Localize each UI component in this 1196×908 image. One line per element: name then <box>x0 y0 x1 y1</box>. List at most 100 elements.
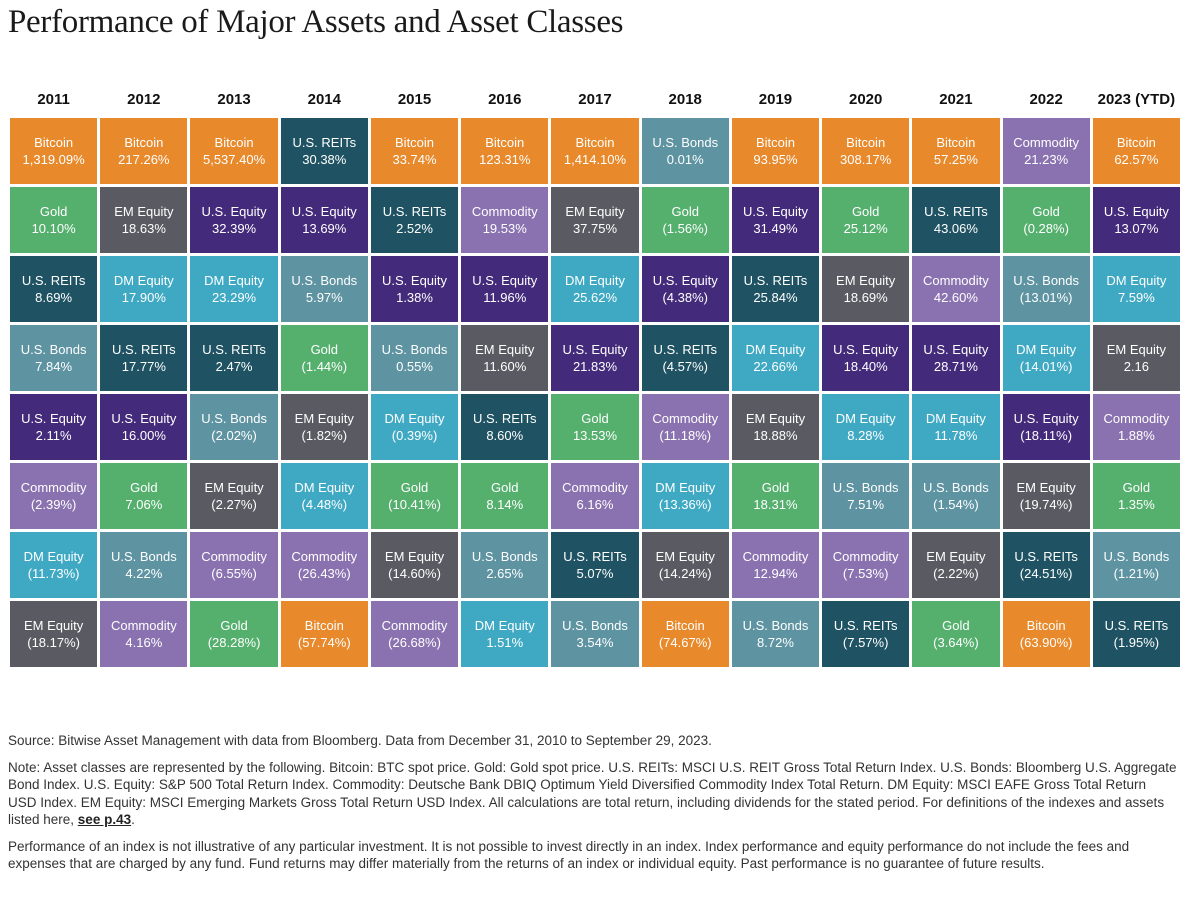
return-cell: U.S. Equity 21.83% <box>551 325 639 391</box>
year-label: 2014 <box>307 91 341 108</box>
return-cell: U.S. REITs 17.77% <box>100 325 188 391</box>
return-value: 2.16 <box>1123 359 1150 374</box>
return-cell: Bitcoin 5,537.40% <box>190 118 278 184</box>
asset-label: U.S. REITs <box>1014 549 1078 564</box>
return-cell: U.S. Bonds (13.01%) <box>1002 256 1090 322</box>
asset-label: U.S. Bonds <box>923 480 989 495</box>
return-value: 11.78% <box>934 428 978 443</box>
return-value: 21.83% <box>572 359 618 374</box>
return-cell: EM Equity 18.63% <box>100 187 188 253</box>
asset-label: DM Equity <box>925 411 986 426</box>
asset-label: EM Equity <box>1106 342 1166 357</box>
see-page-link[interactable]: see p.43 <box>77 812 132 827</box>
return-value: (26.43%) <box>297 566 351 581</box>
return-value: 18.88% <box>753 428 798 443</box>
return-cell: U.S. REITs 43.06% <box>912 187 1000 253</box>
asset-label: U.S. Bonds <box>471 549 538 564</box>
return-value: (3.64%) <box>933 635 979 650</box>
return-value: 11.96% <box>483 290 527 305</box>
return-value: (13.36%) <box>658 497 712 512</box>
return-cell: DM Equity 7.59% <box>1092 256 1180 322</box>
return-cell: Gold (0.28%) <box>1002 187 1090 253</box>
asset-label: U.S. Equity <box>923 342 989 357</box>
return-cell: Commodity 6.16% <box>551 463 639 529</box>
footnotes: Source: Bitwise Asset Management with da… <box>8 732 1178 882</box>
return-value: 8.14% <box>486 497 524 512</box>
return-value: (1.56%) <box>662 221 708 236</box>
return-cell: DM Equity 8.28% <box>822 394 910 460</box>
asset-label: U.S. Equity <box>562 342 628 357</box>
return-value: (1.95%) <box>1113 635 1160 650</box>
year-label: 2022 <box>1029 91 1063 108</box>
year-label: 2023 (YTD) <box>1097 91 1176 108</box>
asset-label: U.S. Bonds <box>832 480 899 495</box>
return-value: 25.84% <box>753 290 798 305</box>
return-value: (2.27%) <box>211 497 257 512</box>
return-cell: Bitcoin 308.17% <box>822 118 910 184</box>
asset-label: U.S. Bonds <box>201 411 267 426</box>
asset-label: U.S. Equity <box>382 273 448 288</box>
note-text: Note: Asset classes are represented by t… <box>8 759 1177 828</box>
return-value: 23.29% <box>212 290 257 305</box>
return-cell: Bitcoin (63.90%) <box>1002 601 1090 667</box>
return-value: (26.68%) <box>388 635 441 650</box>
return-value: 7.59% <box>1117 290 1155 305</box>
return-cell: U.S. REITs 5.07% <box>551 532 639 598</box>
asset-label: Commodity <box>381 618 448 633</box>
return-cell: Gold (1.44%) <box>280 325 368 391</box>
return-cell: U.S. Bonds 0.55% <box>370 325 459 391</box>
asset-label: DM Equity <box>474 618 535 633</box>
asset-label: Commodity <box>742 549 809 564</box>
return-cell: Bitcoin 1,414.10% <box>551 118 639 184</box>
return-cell: EM Equity 2.16 <box>1092 325 1180 391</box>
asset-label: U.S. REITs <box>292 135 357 150</box>
return-value: 25.62% <box>572 290 618 305</box>
return-value: (4.57%) <box>662 359 708 374</box>
asset-label: EM Equity <box>1016 480 1076 495</box>
return-cell: DM Equity 22.66% <box>731 325 820 391</box>
asset-label: Gold <box>39 204 68 219</box>
return-value: (11.73%) <box>27 566 80 581</box>
asset-label: U.S. Equity <box>472 273 538 288</box>
return-cell: EM Equity (19.74%) <box>1002 463 1090 529</box>
return-cell: U.S. Bonds 3.54% <box>551 601 639 667</box>
asset-label: DM Equity <box>835 411 896 426</box>
asset-label: DM Equity <box>745 342 806 357</box>
return-cell: U.S. Bonds 5.97% <box>280 256 368 322</box>
source-note: Source: Bitwise Asset Management with da… <box>8 733 712 748</box>
return-value: (13.01%) <box>1019 290 1073 305</box>
return-cell: U.S. REITs (24.51%) <box>1002 532 1090 598</box>
return-cell: EM Equity (1.82%) <box>280 394 368 460</box>
asset-label: Bitcoin <box>34 135 74 150</box>
return-cell: U.S. Bonds 0.01% <box>641 118 729 184</box>
asset-label: DM Equity <box>113 273 174 288</box>
return-value: 1,414.10% <box>563 152 627 167</box>
return-cell: DM Equity 11.78% <box>912 394 1000 460</box>
return-cell: U.S. Bonds 2.65% <box>461 532 549 598</box>
return-cell: Bitcoin 217.26% <box>100 118 188 184</box>
asset-label: Bitcoin <box>485 135 525 150</box>
return-value: (1.54%) <box>933 497 979 512</box>
asset-label: Gold <box>491 480 519 495</box>
asset-label: EM Equity <box>745 411 806 426</box>
asset-label: Gold <box>942 618 970 633</box>
return-cell: DM Equity (0.39%) <box>370 394 459 460</box>
returns-table: 2011 2012 2013 2014 2015 2016 2017 2018 2019 2020… <box>10 84 1180 667</box>
return-cell: Commodity (6.55%) <box>190 532 278 598</box>
return-value: 3.54% <box>576 635 614 650</box>
asset-label: Bitcoin <box>846 135 886 150</box>
return-value: 7.51% <box>847 497 885 512</box>
return-value: 0.55% <box>396 359 433 374</box>
disclaimer: Performance of an index is not illustrat… <box>8 838 1130 872</box>
return-value: 18.69% <box>843 290 888 305</box>
return-cell: DM Equity 25.62% <box>551 256 639 322</box>
return-cell: DM Equity (13.36%) <box>641 463 729 529</box>
page-title: Performance of Major Assets and Asset Cl… <box>8 4 624 40</box>
asset-label: Bitcoin <box>575 135 615 150</box>
asset-label: Commodity <box>20 480 87 495</box>
asset-label: U.S. REITs <box>833 618 898 633</box>
return-cell: U.S. Bonds (1.21%) <box>1092 532 1180 598</box>
return-value: 8.69% <box>35 290 73 305</box>
return-cell: EM Equity (14.60%) <box>370 532 459 598</box>
asset-label: Commodity <box>471 204 538 219</box>
